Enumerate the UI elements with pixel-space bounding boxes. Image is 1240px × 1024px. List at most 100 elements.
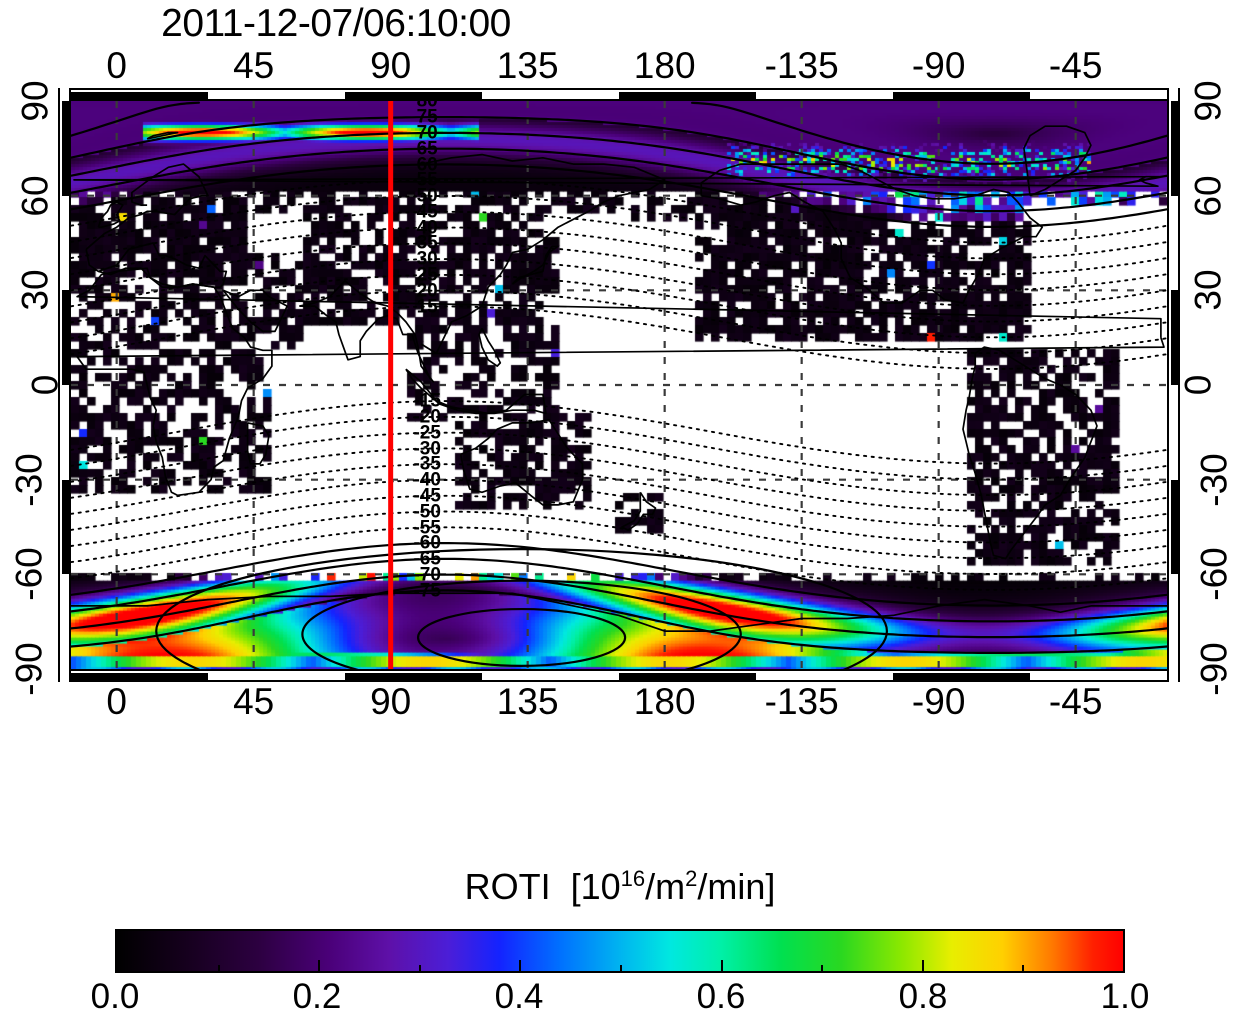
frame-checker-segment xyxy=(619,92,756,101)
y-tick-label: -60 xyxy=(8,547,50,602)
coastline xyxy=(405,368,547,415)
x-tick-label: 90 xyxy=(370,681,412,722)
x-tick-label: -45 xyxy=(1048,45,1103,86)
geomagnetic-latitude-contour xyxy=(71,542,1167,607)
maglat-contour-label: 50 xyxy=(416,185,438,207)
map-plot-area[interactable]: 80 75 70 65 60 55 50 45 40 35 30 25 20 15 -15 -20 -25 -30… xyxy=(71,101,1167,669)
maglat-contour-label: 35 xyxy=(416,232,438,254)
colorbar-minor-tick xyxy=(1022,965,1025,971)
geomagnetic-latitude-contour xyxy=(71,131,1167,197)
coastline xyxy=(621,491,657,532)
frame-band-left xyxy=(58,88,71,682)
y-tick-label: 30 xyxy=(1187,269,1229,311)
colorbar-units-pre: [10 xyxy=(570,866,621,907)
y-tick-label: -30 xyxy=(8,452,50,507)
maglat-contour-label: -70 xyxy=(413,564,441,586)
x-tick-label: 45 xyxy=(233,681,275,722)
y-tick-label: 30 xyxy=(14,269,56,311)
colorbar-minor-tick xyxy=(217,965,220,971)
y-tick-label: -60 xyxy=(1193,547,1235,602)
page-title: 2011-12-07/06:10:00 xyxy=(161,2,511,45)
colorbar-tick-label: 0.6 xyxy=(696,977,746,1016)
maglat-contour-label: -65 xyxy=(413,548,441,570)
y-tick-label: -90 xyxy=(1193,642,1235,696)
maglat-contour-label: -20 xyxy=(413,406,441,428)
maglat-contour-label: -45 xyxy=(413,485,441,507)
maglat-contour-label: -40 xyxy=(413,469,441,491)
geomagnetic-latitude-contour xyxy=(71,589,1167,654)
geomagnetic-latitude-contour xyxy=(71,479,1167,544)
geomagnetic-latitude-contour xyxy=(71,101,1167,165)
frame-checker-segment xyxy=(893,673,1030,682)
maglat-contour-label: 20 xyxy=(416,280,438,302)
x-tick-label: 135 xyxy=(496,681,559,722)
maglat-contour-label: 75 xyxy=(416,106,438,128)
maglat-contour-label: 25 xyxy=(416,264,438,286)
maglat-contour-label: 55 xyxy=(416,169,438,191)
colorbar-units-post: /min] xyxy=(697,866,776,907)
x-axis-labels-top: 0 45 90 135 180 -135 -90 -45 xyxy=(0,44,1240,88)
colorbar-minor-tick xyxy=(418,965,421,971)
geomagnetic-latitude-contour xyxy=(71,226,1167,291)
maglat-contour-label: 40 xyxy=(416,217,438,239)
geomagnetic-latitude-contour xyxy=(71,526,1167,591)
coastline xyxy=(146,131,179,140)
coastline xyxy=(76,267,1165,497)
geomagnetic-latitude-contour xyxy=(71,195,1167,260)
colorbar-major-tick xyxy=(318,960,321,971)
maglat-contour-label: -75 xyxy=(413,580,441,602)
coastline xyxy=(73,175,1162,188)
geomagnetic-latitude-contour xyxy=(71,573,1167,639)
y-tick-label: 90 xyxy=(1187,80,1229,122)
frame-band-right xyxy=(1167,88,1180,682)
colorbar-tick-label: 0.8 xyxy=(898,977,948,1016)
frame-checker-segment xyxy=(62,101,71,196)
geomagnetic-latitude-contour xyxy=(71,163,1167,228)
x-tick-label: -135 xyxy=(764,45,839,86)
colorbar-tick-label: 0.2 xyxy=(292,977,342,1016)
geomagnetic-latitude-contour xyxy=(71,305,1167,370)
coastline xyxy=(299,280,435,383)
x-tick-label: 45 xyxy=(233,45,275,86)
x-tick-label: -45 xyxy=(1048,681,1103,722)
geomagnetic-latitude-contour xyxy=(71,510,1167,575)
frame-band-bottom xyxy=(58,669,1180,682)
frame-checker-segment xyxy=(71,673,208,682)
x-tick-label: -90 xyxy=(911,681,966,722)
geomagnetic-latitude-contour xyxy=(71,210,1167,276)
geomagnetic-latitude-contour xyxy=(71,415,1167,481)
frame-checker-segment xyxy=(62,290,71,385)
maglat-contour-label: -15 xyxy=(413,390,441,412)
coastline xyxy=(420,153,666,355)
frame-band-top xyxy=(58,88,1180,101)
geomagnetic-latitude-contour xyxy=(71,273,1167,339)
colorbar-major-tick xyxy=(519,960,522,971)
y-tick-label: 60 xyxy=(1187,175,1229,217)
frame-checker-segment xyxy=(1171,479,1180,575)
coastline xyxy=(97,201,124,229)
x-tick-label: 0 xyxy=(106,681,127,722)
frame-checker-segment xyxy=(1171,290,1180,385)
geomagnetic-latitude-contour xyxy=(71,431,1167,497)
geomagnetic-latitude-contour xyxy=(71,557,1167,623)
geomagnetic-pole-oval xyxy=(416,607,627,667)
maglat-contour-label: -30 xyxy=(413,438,441,460)
map-frame: 80 75 70 65 60 55 50 45 40 35 30 25 20 15 -15 -20 -25 -30… xyxy=(58,88,1180,682)
geomagnetic-latitude-contour xyxy=(71,116,1167,181)
maglat-contour-label: 70 xyxy=(416,122,438,144)
x-tick-label: 180 xyxy=(633,45,696,86)
maglat-contour-label: 60 xyxy=(416,154,438,176)
frame-checker-segment xyxy=(893,92,1030,101)
colorbar-major-tick xyxy=(720,960,723,971)
geomagnetic-latitude-contour xyxy=(71,242,1167,307)
colorbar-units-exp2: 2 xyxy=(685,866,698,891)
coastline xyxy=(1023,125,1092,197)
colorbar-tick-label: 1.0 xyxy=(1100,977,1150,1016)
frame-checker-segment xyxy=(1171,101,1180,196)
colorbar[interactable] xyxy=(115,929,1125,973)
coastline xyxy=(246,422,270,465)
geomagnetic-latitude-contour xyxy=(71,147,1167,213)
frame-checker-segment xyxy=(619,673,756,682)
y-tick-label: 0 xyxy=(1177,374,1219,396)
